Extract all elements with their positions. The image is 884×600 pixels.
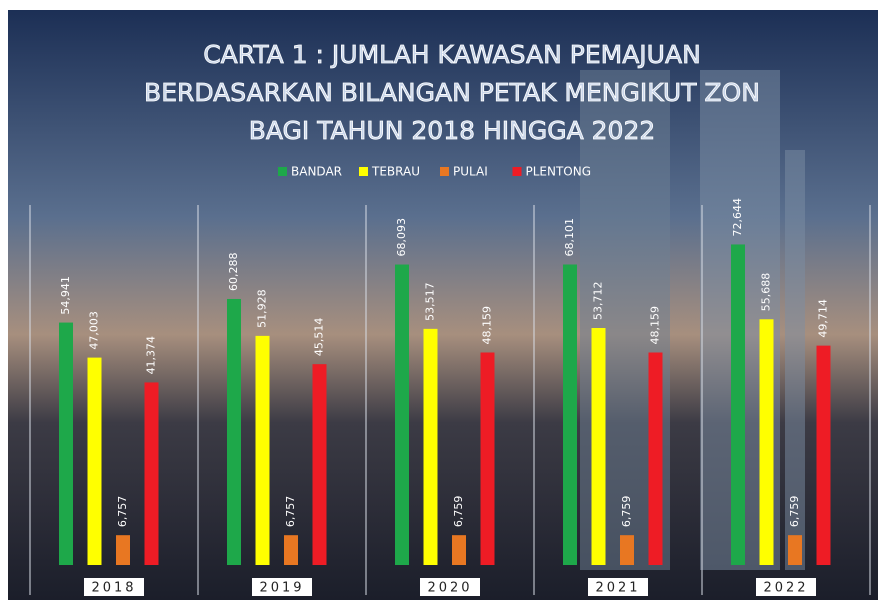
legend-swatch	[512, 167, 522, 176]
x-tick-label: 2021	[595, 581, 640, 596]
bar	[648, 352, 663, 565]
x-label-box	[588, 578, 648, 596]
title-line: CARTA 1 : JUMLAH KAWASAN PEMAJUAN	[203, 40, 701, 69]
value-label: 6,757	[116, 496, 129, 528]
bar	[788, 535, 802, 565]
value-label: 51,928	[256, 289, 269, 328]
value-label: 41,374	[145, 336, 158, 375]
bar	[620, 535, 634, 565]
value-label: 48,159	[481, 306, 494, 345]
bar	[731, 244, 745, 565]
legend-label: TEBRAU	[371, 165, 420, 179]
bar	[591, 327, 606, 565]
value-label: 48,159	[649, 306, 662, 345]
legend-label: PLENTONG	[526, 165, 592, 179]
x-label-box	[252, 578, 312, 596]
value-label: 6,757	[284, 496, 297, 528]
x-label-box	[84, 578, 144, 596]
title-line: BERDASARKAN BILANGAN PETAK MENGIKUT ZON	[144, 78, 760, 107]
value-label: 47,003	[88, 311, 101, 350]
bar	[144, 382, 159, 565]
legend-label: BANDAR	[291, 165, 342, 179]
bar	[423, 328, 438, 565]
bar	[480, 352, 495, 565]
x-label-box	[756, 578, 816, 596]
legend-label: PULAI	[453, 165, 488, 179]
bar	[116, 535, 130, 565]
legend-swatch	[278, 167, 287, 176]
bar	[395, 264, 409, 565]
x-tick-label: 2019	[259, 581, 304, 596]
x-tick-label: 2018	[91, 581, 136, 596]
bar	[312, 364, 327, 565]
value-label: 53,517	[424, 282, 437, 321]
bar	[816, 345, 831, 565]
x-tick-label: 2020	[427, 581, 472, 596]
bar	[759, 319, 774, 565]
bar	[227, 298, 241, 565]
value-label: 45,514	[313, 318, 326, 357]
value-label: 60,288	[227, 252, 240, 291]
value-label: 6,759	[452, 496, 465, 528]
value-label: 6,759	[788, 496, 801, 528]
x-tick-label: 2022	[763, 581, 808, 596]
bar	[255, 335, 270, 565]
value-label: 55,688	[760, 273, 773, 312]
value-label: 68,101	[563, 218, 576, 257]
building	[785, 150, 805, 570]
title-line: BAGI TAHUN 2018 HINGGA 2022	[249, 116, 656, 145]
bar	[563, 264, 577, 565]
value-label: 68,093	[395, 218, 408, 257]
legend: BANDAR TEBRAU PULAI PLENTONG	[278, 165, 591, 179]
x-label-box	[420, 578, 480, 596]
legend-swatch	[440, 167, 449, 176]
bar	[87, 357, 102, 565]
value-label: 53,712	[592, 281, 605, 320]
plot: 2018 54,941 47,003 6,757 41,374 2019 60,288 51,…	[29, 198, 871, 596]
value-label: 49,714	[817, 299, 830, 338]
value-label: 72,644	[731, 198, 744, 237]
value-label: 6,759	[620, 496, 633, 528]
bar	[59, 322, 73, 565]
title: CARTA 1 : JUMLAH KAWASAN PEMAJUAN BERDASA…	[144, 40, 761, 146]
value-label: 54,941	[59, 276, 72, 315]
bar	[452, 535, 466, 565]
legend-swatch	[359, 167, 368, 176]
bar	[284, 535, 298, 565]
